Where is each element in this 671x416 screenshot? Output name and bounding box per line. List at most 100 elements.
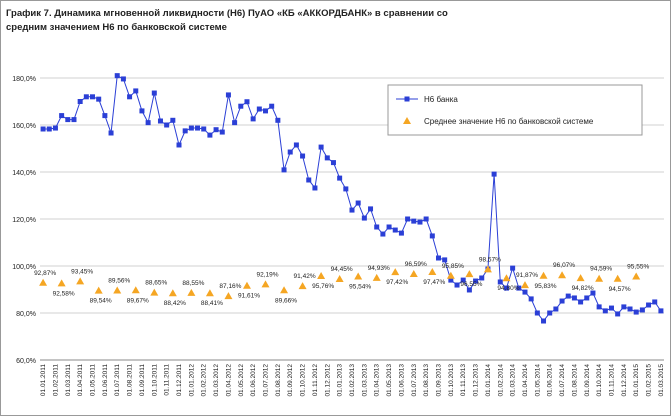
- data-label: 96,59%: [405, 261, 427, 268]
- x-tick-label: 01.12.2013: [473, 364, 480, 397]
- marker: [520, 281, 529, 289]
- marker: [534, 310, 540, 316]
- x-tick-label: 01.05.2014: [534, 364, 541, 397]
- marker: [205, 289, 214, 297]
- data-label: 88,42%: [164, 300, 186, 307]
- marker: [646, 302, 652, 308]
- marker: [380, 231, 386, 237]
- x-tick-label: 01.01.2015: [633, 364, 640, 397]
- marker: [502, 274, 511, 282]
- data-label: 97,42%: [386, 279, 408, 286]
- marker: [201, 126, 207, 132]
- marker: [448, 277, 454, 283]
- marker: [539, 271, 548, 279]
- marker: [94, 286, 103, 294]
- data-label: 91,61%: [238, 293, 260, 300]
- data-label: 89,67%: [127, 297, 149, 304]
- marker: [168, 289, 177, 297]
- marker: [460, 277, 466, 283]
- marker: [590, 290, 596, 296]
- marker: [114, 73, 120, 79]
- data-label: 93,45%: [71, 268, 93, 275]
- marker: [145, 120, 151, 126]
- data-label: 95,55%: [627, 263, 649, 270]
- marker: [120, 76, 126, 82]
- marker: [113, 286, 122, 294]
- y-tick-label: 60,0%: [16, 358, 36, 365]
- marker: [170, 117, 176, 123]
- x-tick-label: 01.03.2011: [65, 364, 72, 396]
- x-tick-label: 01.04.2014: [522, 364, 529, 397]
- marker: [250, 116, 256, 122]
- marker: [354, 272, 363, 280]
- marker: [428, 267, 437, 275]
- marker: [559, 298, 565, 304]
- marker: [627, 306, 633, 312]
- marker: [102, 113, 108, 119]
- legend-label: Среднее значение Н6 по банковской систем…: [424, 117, 594, 126]
- marker: [446, 271, 455, 279]
- marker: [349, 207, 355, 213]
- marker: [244, 99, 250, 105]
- marker: [207, 132, 213, 138]
- marker: [491, 171, 497, 177]
- marker: [176, 142, 182, 148]
- marker: [576, 274, 585, 282]
- marker: [318, 144, 324, 150]
- data-label: 92,58%: [53, 290, 75, 297]
- marker: [298, 282, 307, 290]
- x-tick-label: 01.04.2011: [77, 364, 84, 396]
- data-label: 94,82%: [572, 285, 594, 292]
- data-label: 89,66%: [275, 297, 297, 304]
- y-tick-label: 140,0%: [12, 170, 36, 177]
- marker: [131, 286, 140, 294]
- y-tick-label: 160,0%: [12, 123, 36, 130]
- marker: [133, 88, 139, 94]
- x-tick-label: 01.10.2013: [448, 364, 455, 397]
- marker: [578, 299, 584, 305]
- legend-box: [387, 84, 643, 136]
- marker: [503, 285, 509, 291]
- marker: [71, 117, 77, 123]
- x-tick-label: 01.07.2011: [114, 364, 121, 396]
- marker: [632, 272, 641, 280]
- x-tick-label: 01.12.2012: [324, 364, 331, 397]
- marker: [516, 285, 522, 291]
- marker: [615, 311, 621, 317]
- marker: [361, 215, 367, 221]
- data-label: 88,65%: [145, 280, 167, 287]
- marker: [280, 286, 289, 294]
- marker: [261, 280, 270, 288]
- x-tick-label: 01.08.2011: [127, 364, 134, 396]
- marker: [224, 292, 233, 300]
- marker: [157, 118, 163, 124]
- marker: [40, 126, 46, 132]
- marker: [151, 90, 157, 96]
- marker: [608, 305, 614, 311]
- x-tick-label: 01.04.2012: [225, 364, 232, 397]
- marker: [83, 94, 89, 100]
- x-tick-label: 01.11.2014: [608, 364, 615, 396]
- x-tick-label: 01.06.2011: [102, 364, 109, 396]
- data-label: 88,55%: [182, 280, 204, 287]
- marker: [188, 125, 194, 131]
- marker: [510, 265, 516, 271]
- data-label: 92,19%: [256, 271, 278, 278]
- marker: [541, 318, 547, 324]
- marker: [411, 218, 417, 224]
- marker: [256, 106, 262, 112]
- x-tick-label: 01.04.2013: [374, 364, 381, 397]
- chart-title: средним значением Н6 по банковской систе…: [6, 22, 227, 33]
- marker: [405, 216, 411, 222]
- marker: [335, 275, 344, 283]
- marker: [571, 295, 577, 301]
- x-tick-label: 01.01.2014: [485, 364, 492, 397]
- marker: [355, 200, 361, 206]
- legend-marker: [404, 96, 410, 102]
- marker: [96, 96, 102, 102]
- marker: [596, 304, 602, 310]
- data-label: 91,42%: [294, 273, 316, 280]
- marker: [466, 287, 472, 293]
